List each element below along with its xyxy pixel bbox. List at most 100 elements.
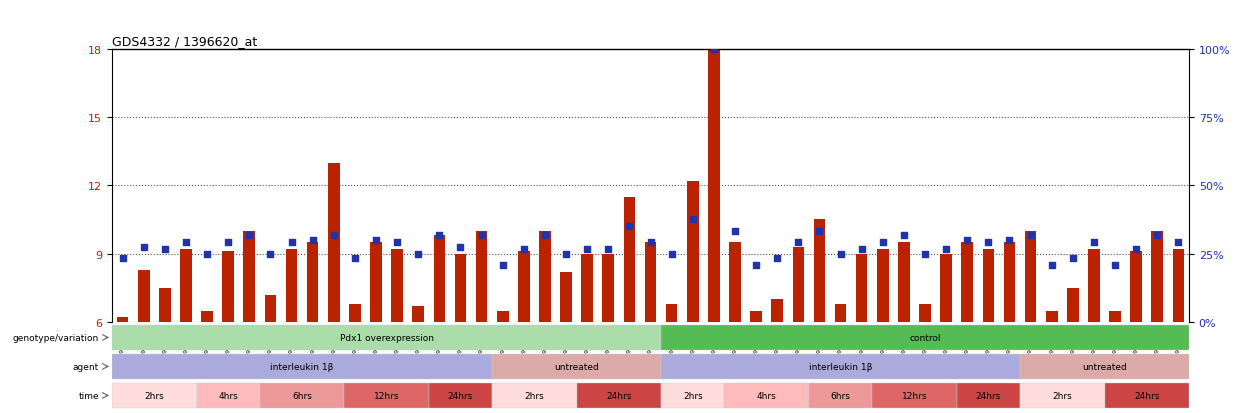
Bar	[112, 354, 492, 379]
Point	[682, 217, 702, 223]
Point	[451, 244, 471, 250]
Bar	[873, 383, 956, 408]
Text: 6hrs: 6hrs	[830, 391, 850, 400]
Bar	[809, 383, 873, 408]
Bar	[391, 249, 403, 322]
Bar	[855, 254, 868, 322]
Text: untreated: untreated	[1082, 362, 1127, 371]
Bar	[260, 383, 345, 408]
Text: untreated: untreated	[554, 362, 599, 371]
Bar	[919, 304, 931, 322]
Bar	[454, 254, 467, 322]
Bar	[265, 295, 276, 322]
Bar	[661, 325, 1189, 350]
Bar	[814, 220, 825, 322]
Bar	[428, 383, 492, 408]
Point	[830, 251, 850, 257]
Point	[197, 251, 217, 257]
Point	[387, 240, 407, 246]
Point	[1021, 233, 1041, 239]
Bar	[1046, 311, 1057, 322]
Point	[557, 251, 576, 257]
Bar	[725, 383, 809, 408]
Bar	[345, 383, 428, 408]
Point	[493, 262, 513, 269]
Bar	[223, 252, 234, 322]
Point	[154, 246, 174, 253]
Bar	[1088, 249, 1099, 322]
Bar	[666, 304, 677, 322]
Bar	[772, 299, 783, 322]
Point	[408, 251, 428, 257]
Point	[915, 251, 935, 257]
Point	[894, 233, 914, 239]
Text: genotype/variation: genotype/variation	[12, 333, 100, 342]
Text: 24hrs: 24hrs	[448, 391, 473, 400]
Bar	[1025, 231, 1036, 322]
Text: 12hrs: 12hrs	[374, 391, 400, 400]
Text: 2hrs: 2hrs	[524, 391, 544, 400]
Point	[281, 240, 301, 246]
Point	[366, 237, 386, 244]
Point	[303, 237, 322, 244]
Point	[472, 233, 492, 239]
Text: 2hrs: 2hrs	[1052, 391, 1072, 400]
Bar	[327, 163, 340, 322]
Bar	[492, 354, 661, 379]
Text: 24hrs: 24hrs	[1134, 391, 1159, 400]
Text: agent: agent	[73, 362, 100, 371]
Bar	[1152, 231, 1163, 322]
Point	[1042, 262, 1062, 269]
Point	[218, 240, 238, 246]
Bar	[576, 383, 661, 408]
Point	[852, 246, 871, 253]
Text: interleukin 1β: interleukin 1β	[270, 362, 334, 371]
Point	[661, 251, 681, 257]
Text: 4hrs: 4hrs	[218, 391, 238, 400]
Bar	[661, 354, 1020, 379]
Bar	[1003, 243, 1015, 322]
Bar	[876, 249, 889, 322]
Bar	[476, 231, 487, 322]
Bar	[687, 181, 698, 322]
Point	[1127, 246, 1147, 253]
Point	[514, 246, 534, 253]
Bar	[370, 243, 382, 322]
Bar	[898, 243, 910, 322]
Point	[239, 233, 259, 239]
Bar	[159, 288, 171, 322]
Bar	[117, 318, 128, 322]
Point	[1084, 240, 1104, 246]
Bar	[581, 254, 593, 322]
Point	[767, 255, 787, 262]
Bar	[940, 254, 952, 322]
Point	[809, 228, 829, 235]
Text: 12hrs: 12hrs	[901, 391, 928, 400]
Bar	[624, 197, 635, 322]
Point	[1063, 255, 1083, 262]
Point	[430, 233, 449, 239]
Bar	[1130, 252, 1142, 322]
Text: GDS4332 / 1396620_at: GDS4332 / 1396620_at	[112, 35, 258, 47]
Text: Pdx1 overexpression: Pdx1 overexpression	[340, 333, 433, 342]
Point	[578, 246, 598, 253]
Point	[725, 228, 745, 235]
Point	[1000, 237, 1020, 244]
Bar	[730, 243, 741, 322]
Text: 2hrs: 2hrs	[682, 391, 702, 400]
Bar	[708, 50, 720, 322]
Text: 6hrs: 6hrs	[293, 391, 312, 400]
Text: 24hrs: 24hrs	[606, 391, 631, 400]
Bar	[492, 383, 576, 408]
Point	[599, 246, 619, 253]
Point	[535, 233, 555, 239]
Bar	[138, 270, 149, 322]
Bar	[1104, 383, 1189, 408]
Point	[936, 246, 956, 253]
Bar	[181, 249, 192, 322]
Bar	[202, 311, 213, 322]
Bar	[1020, 354, 1189, 379]
Point	[620, 223, 640, 230]
Bar	[982, 249, 995, 322]
Text: 2hrs: 2hrs	[144, 391, 164, 400]
